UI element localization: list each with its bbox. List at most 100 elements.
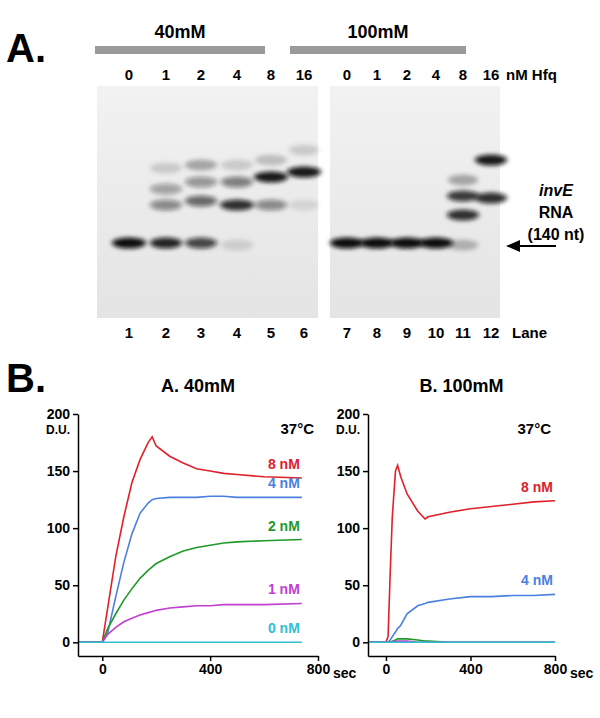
y-tick-mark xyxy=(363,585,368,587)
gel-band xyxy=(475,155,507,166)
gel-band xyxy=(360,238,394,249)
x-tick-label: 0 xyxy=(99,661,107,677)
lane-number: 1 xyxy=(125,324,133,341)
y-tick: 100 xyxy=(337,520,368,536)
y-tick-label: 150 xyxy=(337,463,361,479)
unit-label: nM Hfq xyxy=(506,66,557,83)
gel-lane xyxy=(390,238,424,249)
x-axis-line xyxy=(79,656,319,658)
gel-band xyxy=(221,240,253,251)
x-tick: 800 xyxy=(544,656,568,677)
annotation: 37°C xyxy=(280,420,314,437)
series-line xyxy=(368,642,555,644)
lane-number: 7 xyxy=(343,324,351,341)
concentration-label: 8 xyxy=(267,66,275,83)
x-tick-label: 800 xyxy=(307,661,331,677)
lane-number: 5 xyxy=(267,324,275,341)
x-tick: 0 xyxy=(383,656,391,677)
concentration-label: 2 xyxy=(403,66,411,83)
figure: A.40mM0124816123456100mM0124816789101112… xyxy=(0,0,600,718)
y-tick: 150 xyxy=(47,463,78,479)
series-line xyxy=(368,465,555,642)
gel-band xyxy=(150,238,182,249)
gel-lane xyxy=(447,175,479,251)
gel-band xyxy=(112,238,146,249)
y-tick-label: 50 xyxy=(54,577,70,593)
x-tick: 800 xyxy=(307,656,331,677)
gel-band xyxy=(447,210,479,221)
panel-label: A. xyxy=(6,26,46,70)
chart-title: B. 100mM xyxy=(419,376,503,396)
y-tick-label: 100 xyxy=(47,520,71,536)
condition-bar xyxy=(95,46,265,54)
lane-number: 6 xyxy=(300,324,308,341)
gel-band xyxy=(475,193,507,204)
series-line xyxy=(78,437,302,642)
gel-panel: A.40mM0124816123456100mM0124816789101112… xyxy=(6,22,584,341)
condition-bar xyxy=(290,46,466,54)
y-tick-label: 0 xyxy=(62,634,70,650)
x-axis: 0400800 xyxy=(79,656,331,677)
y-tick-mark xyxy=(73,414,78,416)
gel-lane xyxy=(360,238,394,249)
gel-band xyxy=(150,163,182,174)
gel-band xyxy=(220,200,254,211)
y-tick: 0 xyxy=(62,634,78,650)
gel-band xyxy=(185,196,217,207)
y-tick: 200 xyxy=(47,406,78,422)
condition-label: 100mM xyxy=(347,22,408,42)
concentration-label: 16 xyxy=(483,66,500,83)
concentration-label: 4 xyxy=(432,66,441,83)
series-line xyxy=(78,603,302,642)
gel-lane xyxy=(287,145,321,211)
concentration-label: 0 xyxy=(125,66,133,83)
arrow-head xyxy=(506,240,520,252)
series-label: 8 nM xyxy=(268,456,300,472)
concentration-label: 1 xyxy=(373,66,381,83)
y-tick-mark xyxy=(73,471,78,473)
y-tick: 100 xyxy=(47,520,78,536)
x-axis-title: sec xyxy=(570,665,594,681)
gel-band xyxy=(221,160,253,171)
y-tick: 0 xyxy=(352,634,368,650)
gel-band xyxy=(330,238,364,249)
y-tick: 50 xyxy=(54,577,78,593)
gel-lane xyxy=(112,238,146,249)
y-axis-line xyxy=(368,415,370,657)
chart-title: A. 40mM xyxy=(161,376,235,396)
series-lines xyxy=(368,465,555,642)
gel-band xyxy=(185,160,217,171)
figure-svg: A.40mM0124816123456100mM0124816789101112… xyxy=(0,0,600,718)
concentration-label: 0 xyxy=(343,66,351,83)
y-tick-label: 200 xyxy=(337,406,361,422)
concentration-label: 2 xyxy=(197,66,205,83)
y-tick-label: 150 xyxy=(47,463,71,479)
gel-lane xyxy=(419,238,453,249)
series-label: 2 nM xyxy=(268,518,300,534)
concentration-label: 16 xyxy=(296,66,313,83)
panel-label: B. xyxy=(6,356,46,400)
y-tick-mark xyxy=(363,471,368,473)
concentration-label: 8 xyxy=(459,66,467,83)
y-tick-label: 0 xyxy=(352,634,360,650)
y-tick-mark xyxy=(73,585,78,587)
gel-band xyxy=(448,175,478,186)
gel-band xyxy=(447,191,479,202)
gel-band xyxy=(287,167,321,178)
series-label: 4 nM xyxy=(268,475,300,491)
rna-label: (140 nt) xyxy=(528,226,585,243)
gel-band xyxy=(419,238,453,249)
condition-label: 40mM xyxy=(154,22,205,42)
series-line xyxy=(78,540,302,643)
rna-label: invE xyxy=(539,182,574,199)
gel-lane xyxy=(254,155,288,211)
lane-number: 10 xyxy=(428,324,445,341)
y-tick: 150 xyxy=(337,463,368,479)
gel-band xyxy=(390,238,424,249)
series-label: 0 nM xyxy=(268,620,300,636)
gel-band xyxy=(150,200,182,211)
gel-subpanel: 100mM0124816789101112 xyxy=(290,22,507,341)
y-axis: 0 50 100 150 200 xyxy=(47,406,79,657)
series-line xyxy=(78,496,302,642)
y-tick-label: 50 xyxy=(344,577,360,593)
